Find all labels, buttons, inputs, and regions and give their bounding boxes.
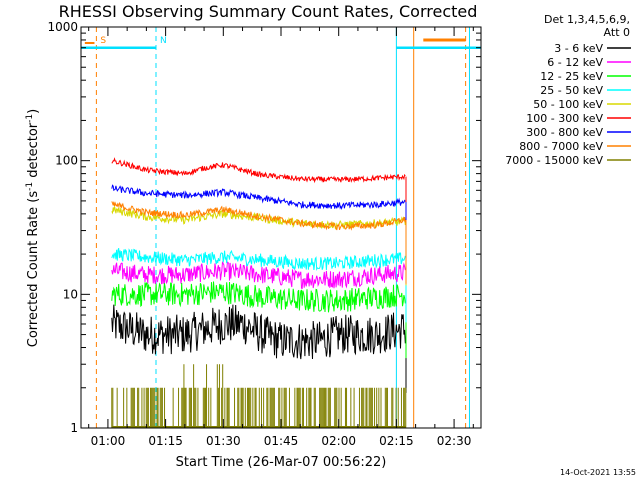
timestamp: 14-Oct-2021 13:55: [560, 468, 636, 477]
marker-n: N: [160, 36, 167, 46]
legend-header-2: Att 0: [604, 26, 630, 39]
legend-entry-5: 100 - 300 keV: [526, 112, 603, 125]
x-tick-label: 02:30: [437, 434, 472, 448]
series-6-line: [111, 184, 406, 210]
series-7: [111, 201, 407, 284]
y-tick-label: 100: [55, 154, 78, 168]
legend-header-1: Det 1,3,4,5,6,9,: [544, 13, 630, 26]
axes: 1 10 100 1000 01:00 01:15 01:30 01:45 02:00 02:15…: [47, 20, 482, 448]
legend-entry-2: 12 - 25 keV: [540, 70, 603, 83]
y-axis-label-part2: detector: [26, 122, 41, 182]
legend-entry-6: 300 - 800 keV: [526, 126, 603, 139]
x-tick-label: 02:15: [379, 434, 414, 448]
y-axis-label-part1: Corrected Count Rate (s: [26, 191, 41, 348]
series-8: [111, 364, 407, 428]
legend-entry-8: 7000 - 15000 keV: [505, 154, 603, 167]
y-axis-label-sup2: -1: [25, 114, 35, 123]
x-tick-label: 01:15: [148, 434, 183, 448]
legend-entry-1: 6 - 12 keV: [547, 56, 603, 69]
legend-entry-3: 25 - 50 keV: [540, 84, 603, 97]
y-tick-label: 10: [63, 287, 78, 301]
y-axis-label: Corrected Count Rate (s-1 detector-1): [25, 109, 41, 347]
y-axis-label-part3: ): [26, 109, 41, 114]
x-tick-label: 01:30: [206, 434, 241, 448]
series-0-line: [111, 304, 406, 360]
series-5-line: [111, 157, 406, 184]
marker-s: S: [100, 36, 106, 46]
series-1-line: [111, 261, 406, 290]
series-3-line: [111, 248, 406, 271]
plot-frame: [80, 26, 482, 429]
legend-entry-4: 50 - 100 keV: [533, 98, 603, 111]
series-7-line: [111, 201, 406, 231]
y-tick-label: 1: [70, 421, 78, 435]
y-axis-label-sup1: -1: [25, 182, 35, 191]
x-axis-label: Start Time (26-Mar-07 00:56:22): [176, 455, 387, 470]
x-tick-label: 01:00: [91, 434, 126, 448]
y-tick-label: 1000: [47, 20, 78, 34]
series-2-line: [111, 281, 406, 313]
x-tick-label: 01:45: [264, 434, 299, 448]
legend-entry-0: 3 - 6 keV: [554, 42, 603, 55]
x-tick-label: 02:00: [321, 434, 356, 448]
chart-title: RHESSI Observing Summary Count Rates, Co…: [59, 2, 478, 21]
legend-entry-7: 800 - 7000 keV: [519, 140, 603, 153]
